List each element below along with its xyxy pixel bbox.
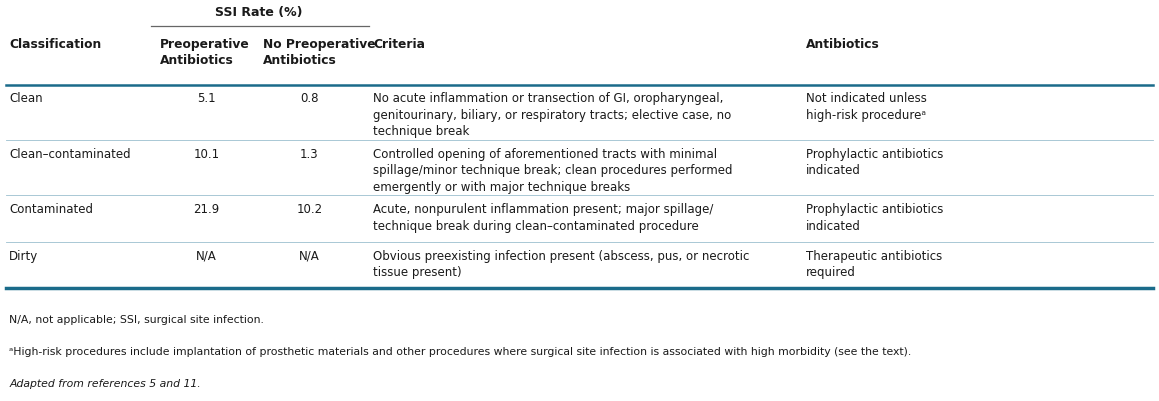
Text: Clean: Clean — [9, 92, 43, 105]
Text: Clean–contaminated: Clean–contaminated — [9, 147, 131, 160]
Text: ᵃHigh-risk procedures include implantation of prosthetic materials and other pro: ᵃHigh-risk procedures include implantati… — [9, 346, 911, 356]
Text: N/A, not applicable; SSI, surgical site infection.: N/A, not applicable; SSI, surgical site … — [9, 314, 264, 324]
Text: 10.2: 10.2 — [297, 203, 322, 216]
Text: 1.3: 1.3 — [300, 147, 319, 160]
Text: Classification: Classification — [9, 38, 102, 51]
Text: Adapted from references 5 and 11.: Adapted from references 5 and 11. — [9, 378, 201, 388]
Text: Not indicated unless
high-risk procedureᵃ: Not indicated unless high-risk procedure… — [806, 92, 926, 122]
Text: SSI Rate (%): SSI Rate (%) — [214, 6, 302, 19]
Text: Contaminated: Contaminated — [9, 203, 93, 216]
Text: No acute inflammation or transection of GI, oropharyngeal,
genitourinary, biliar: No acute inflammation or transection of … — [373, 92, 731, 138]
Text: Obvious preexisting infection present (abscess, pus, or necrotic
tissue present): Obvious preexisting infection present (a… — [373, 249, 750, 278]
Text: Controlled opening of aforementioned tracts with minimal
spillage/minor techniqu: Controlled opening of aforementioned tra… — [373, 147, 732, 193]
Text: N/A: N/A — [299, 249, 320, 262]
Text: Prophylactic antibiotics
indicated: Prophylactic antibiotics indicated — [806, 203, 943, 232]
Text: Antibiotics: Antibiotics — [806, 38, 880, 51]
Text: Acute, nonpurulent inflammation present; major spillage/
technique break during : Acute, nonpurulent inflammation present;… — [373, 203, 714, 232]
Text: N/A: N/A — [196, 249, 217, 262]
Text: 5.1: 5.1 — [197, 92, 216, 105]
Text: 21.9: 21.9 — [194, 203, 219, 216]
Text: Criteria: Criteria — [373, 38, 425, 51]
Text: No Preoperative
Antibiotics: No Preoperative Antibiotics — [263, 38, 376, 67]
Text: Preoperative
Antibiotics: Preoperative Antibiotics — [160, 38, 249, 67]
Text: 0.8: 0.8 — [300, 92, 319, 105]
Text: Therapeutic antibiotics
required: Therapeutic antibiotics required — [806, 249, 942, 278]
Text: Dirty: Dirty — [9, 249, 38, 262]
Text: 10.1: 10.1 — [194, 147, 219, 160]
Text: Prophylactic antibiotics
indicated: Prophylactic antibiotics indicated — [806, 147, 943, 177]
